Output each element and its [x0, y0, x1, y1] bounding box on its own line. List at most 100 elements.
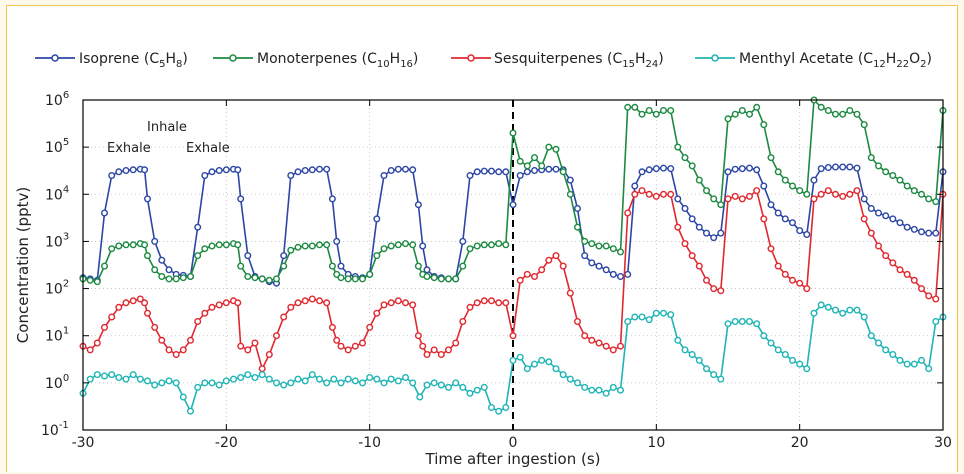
data-point — [495, 407, 503, 415]
data-point — [789, 219, 797, 227]
data-point — [882, 168, 890, 176]
data-point — [545, 165, 553, 173]
x-tick-label: 10 — [647, 435, 665, 451]
data-point — [122, 299, 130, 307]
data-point — [316, 165, 324, 173]
data-point — [258, 371, 266, 379]
data-point — [595, 262, 603, 270]
data-point — [695, 176, 703, 184]
data-point — [846, 163, 854, 171]
data-point — [244, 273, 252, 281]
data-point — [846, 306, 854, 314]
data-point — [115, 168, 123, 176]
data-point — [724, 195, 732, 203]
data-point — [889, 171, 897, 179]
data-point — [430, 346, 438, 354]
data-point — [789, 276, 797, 284]
data-point — [846, 106, 854, 114]
annotation-exhale-2: Exhale — [186, 141, 230, 156]
data-point — [538, 162, 546, 170]
data-point — [810, 195, 818, 203]
data-point — [222, 299, 230, 307]
data-point — [867, 229, 875, 237]
data-point — [796, 227, 804, 235]
data-point — [781, 351, 789, 359]
data-point — [552, 145, 560, 153]
data-point — [234, 166, 242, 174]
x-tick-label: 0 — [509, 435, 518, 451]
data-point — [165, 346, 173, 354]
data-point — [839, 309, 847, 317]
data-point — [93, 339, 101, 347]
data-point — [645, 316, 653, 324]
data-point — [609, 383, 617, 391]
data-point — [201, 309, 209, 317]
data-point — [552, 165, 560, 173]
data-point — [817, 103, 825, 111]
data-point — [918, 228, 926, 236]
data-point — [703, 229, 711, 237]
data-point — [208, 303, 216, 311]
data-point — [208, 379, 216, 387]
data-point — [480, 297, 488, 305]
y-tick-label: 101 — [45, 326, 69, 345]
data-point — [108, 245, 116, 253]
data-point — [337, 379, 345, 387]
data-point — [882, 346, 890, 354]
data-point — [473, 168, 481, 176]
data-point — [674, 195, 682, 203]
data-point — [122, 166, 130, 174]
data-point — [409, 166, 417, 174]
data-point — [738, 106, 746, 114]
data-point — [760, 121, 768, 129]
data-point — [932, 229, 940, 237]
data-point — [645, 190, 653, 198]
data-point — [531, 273, 539, 281]
data-point — [328, 195, 336, 203]
data-point — [287, 379, 295, 387]
data-point — [201, 171, 209, 179]
data-point — [194, 383, 202, 391]
data-point — [910, 276, 918, 284]
data-point — [846, 190, 854, 198]
data-point — [409, 379, 417, 387]
data-point — [201, 245, 209, 253]
data-point — [222, 166, 230, 174]
data-point — [581, 383, 589, 391]
data-point — [402, 240, 410, 248]
data-point — [617, 248, 625, 256]
data-point — [459, 383, 467, 391]
data-point — [652, 309, 660, 317]
data-point — [660, 309, 668, 317]
legend-item-sesquiterpenes: Sesquiterpenes (C15H24) — [451, 51, 664, 70]
data-point — [746, 164, 754, 172]
data-point — [234, 241, 242, 249]
data-point — [129, 371, 137, 379]
data-point — [373, 309, 381, 317]
data-point — [810, 176, 818, 184]
data-point — [258, 275, 266, 283]
data-point — [760, 332, 768, 340]
data-point — [738, 318, 746, 326]
data-point — [545, 256, 553, 264]
data-point — [652, 110, 660, 118]
data-point — [480, 167, 488, 175]
data-point — [280, 313, 288, 321]
data-point — [545, 358, 553, 366]
data-point — [316, 241, 324, 249]
figure-frame — [6, 5, 958, 472]
data-point — [703, 365, 711, 373]
data-point — [387, 299, 395, 307]
data-point — [803, 230, 811, 238]
y-tick-label: 106 — [45, 90, 69, 109]
data-point — [832, 163, 840, 171]
data-point — [774, 262, 782, 270]
data-point — [638, 313, 646, 321]
series-2 — [79, 187, 947, 373]
data-point — [359, 275, 367, 283]
data-point — [832, 190, 840, 198]
data-point — [595, 339, 603, 347]
data-point — [380, 301, 388, 309]
legend-item-menthyl-acetate: Menthyl Acetate (C12H22O2) — [695, 51, 932, 70]
data-point — [516, 353, 524, 361]
